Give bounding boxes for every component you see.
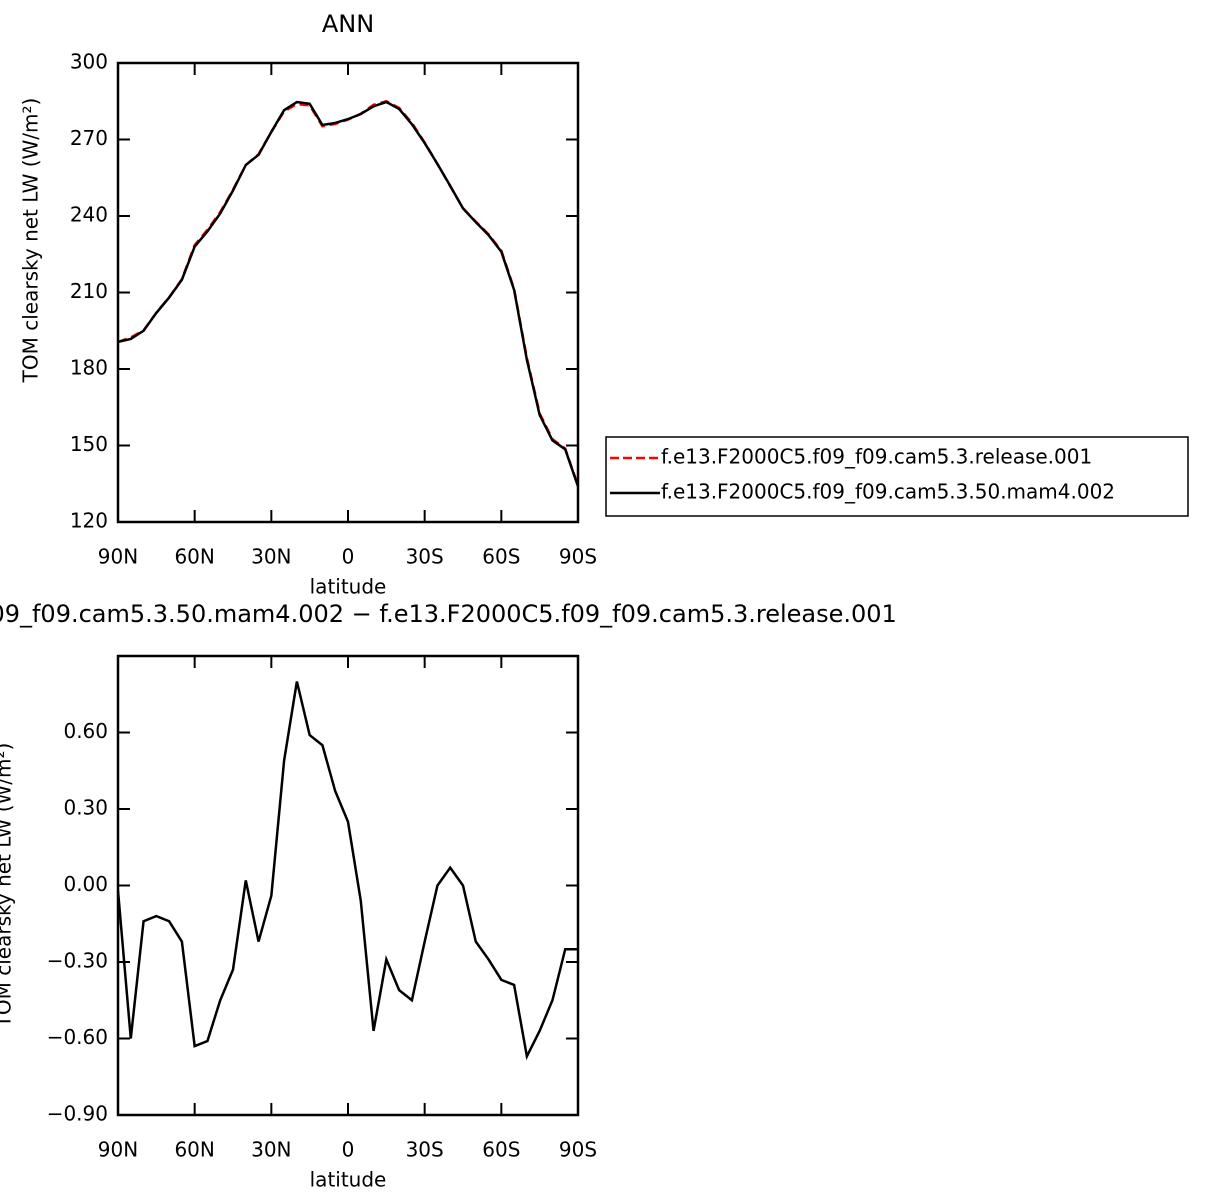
chart-title: f.e13.F2000C5.f09_f09.cam5.3.50.mam4.002… [0, 600, 897, 628]
y-tick-label: −0.30 [47, 949, 108, 973]
y-tick-label: 0.00 [63, 872, 108, 896]
legend-box [605, 436, 1189, 517]
data-line [117, 100, 580, 487]
data-line [116, 681, 578, 1061]
chart-title: ANN [322, 10, 374, 38]
x-tick-label: 60S [482, 1138, 520, 1162]
x-axis-label: latitude [310, 575, 387, 599]
y-tick-label: 300 [70, 50, 108, 74]
x-axis-label: latitude [310, 1168, 387, 1192]
x-tick-label: 30S [406, 1138, 444, 1162]
x-tick-label: 60N [174, 545, 214, 569]
x-tick-label: 90S [559, 545, 597, 569]
x-tick-label: 0 [342, 545, 355, 569]
y-tick-label: −0.60 [47, 1025, 108, 1049]
x-tick-label: 30N [251, 1138, 291, 1162]
y-tick-label: 210 [70, 279, 108, 303]
y-tick-label: 150 [70, 432, 108, 456]
y-axis-label: TOM clearsky net LW (W/m²) [0, 743, 16, 1029]
y-tick-label: 270 [70, 126, 108, 150]
x-tick-label: 30N [251, 545, 291, 569]
x-tick-label: 0 [342, 1138, 355, 1162]
x-tick-label: 60N [174, 1138, 214, 1162]
plot-frame [116, 61, 580, 524]
x-tick-label: 90N [98, 1138, 138, 1162]
y-tick-label: 180 [70, 356, 108, 380]
x-tick-label: 60S [482, 545, 520, 569]
y-axis-label: TOM clearsky net LW (W/m²) [19, 98, 43, 384]
x-tick-label: 30S [406, 545, 444, 569]
legend-label: f.e13.F2000C5.f09_f09.cam5.3.50.mam4.002 [661, 480, 1115, 504]
y-tick-label: 240 [70, 203, 108, 227]
y-tick-label: 0.60 [63, 719, 108, 743]
legend-label: f.e13.F2000C5.f09_f09.cam5.3.release.001 [661, 445, 1092, 469]
y-tick-label: 0.30 [63, 796, 108, 820]
data-line [117, 99, 580, 486]
plot-frame [116, 654, 580, 1117]
y-tick-label: −0.90 [47, 1102, 108, 1126]
y-tick-label: 120 [70, 509, 108, 533]
x-tick-label: 90S [559, 1138, 597, 1162]
x-tick-label: 90N [98, 545, 138, 569]
